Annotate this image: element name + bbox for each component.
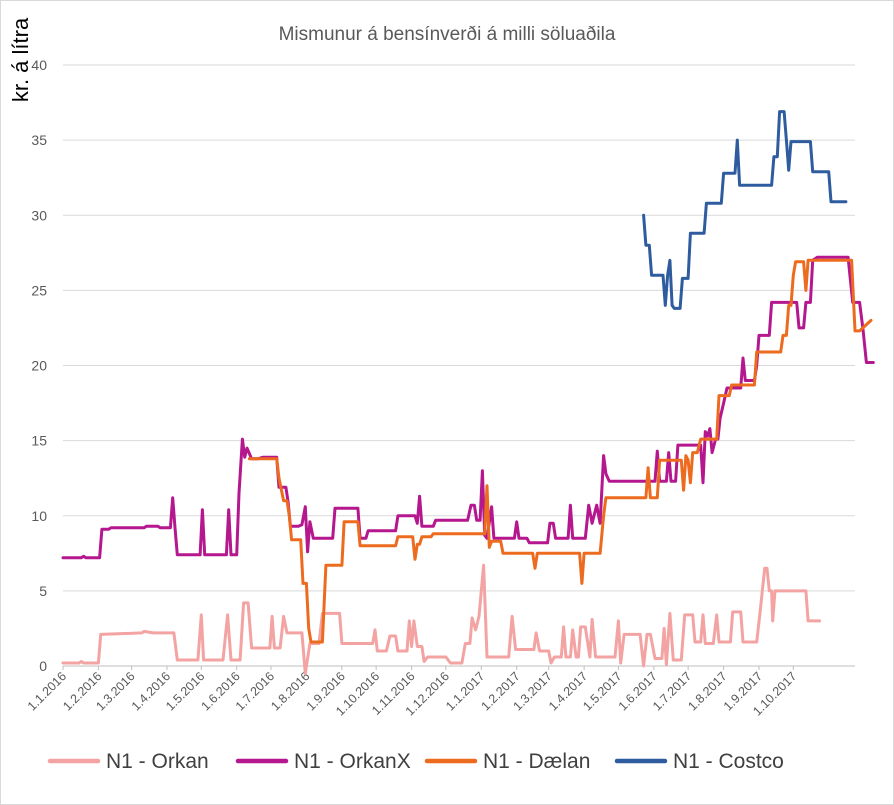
legend: N1 - Orkan N1 - OrkanX N1 - Dælan N1 - Cost…	[47, 750, 784, 773]
chart-title: Mismunur á bensínverði á milli söluaðila	[279, 24, 616, 45]
legend-label: N1 - Orkan	[106, 750, 209, 773]
y-tick-label: 35	[31, 132, 47, 148]
y-tick-label: 0	[39, 658, 47, 674]
series-line-3	[247, 258, 873, 644]
series-line-4	[642, 110, 848, 310]
y-axis-ticks: 0 5 10 15 20 25 30 35 40	[31, 57, 47, 674]
series-lines	[61, 110, 875, 675]
y-tick-label: 20	[31, 358, 47, 374]
legend-label: N1 - OrkanX	[294, 750, 411, 773]
y-tick-label: 30	[31, 207, 47, 223]
y-axis-label: kr. á lítra	[8, 17, 33, 102]
legend-label: N1 - Costco	[673, 750, 784, 773]
legend-label: N1 - Dælan	[483, 750, 590, 773]
y-tick-label: 25	[31, 282, 47, 298]
y-tick-label: 40	[31, 57, 47, 73]
series-line-1	[61, 563, 822, 675]
y-tick-label: 10	[31, 508, 47, 524]
y-tick-label: 15	[31, 433, 47, 449]
gridlines	[63, 64, 855, 667]
y-tick-label: 5	[39, 583, 47, 599]
